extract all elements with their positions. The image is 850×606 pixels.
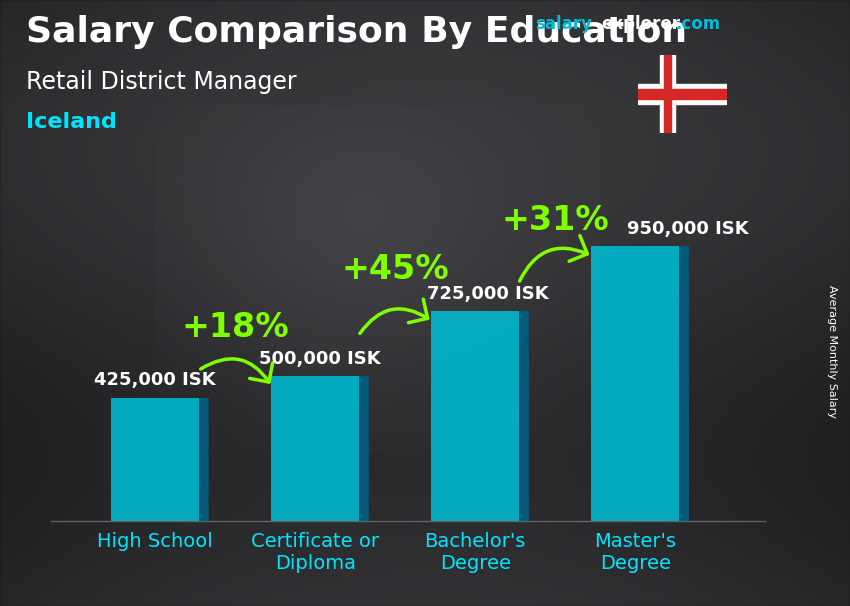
Text: +45%: +45% [342,253,449,287]
Polygon shape [519,311,529,521]
FancyBboxPatch shape [271,376,360,521]
Text: Iceland: Iceland [26,112,116,132]
Polygon shape [199,398,209,521]
FancyBboxPatch shape [111,398,199,521]
Text: Retail District Manager: Retail District Manager [26,70,296,94]
Polygon shape [679,246,689,521]
Polygon shape [360,376,369,521]
Text: .com: .com [676,15,721,33]
FancyArrowPatch shape [360,299,428,333]
FancyBboxPatch shape [431,311,519,521]
Text: salary: salary [536,15,592,33]
FancyArrowPatch shape [519,236,587,281]
Text: 950,000 ISK: 950,000 ISK [627,220,749,238]
Text: 725,000 ISK: 725,000 ISK [428,285,549,303]
Bar [660,55,675,133]
FancyBboxPatch shape [592,246,679,521]
Text: Average Monthly Salary: Average Monthly Salary [827,285,837,418]
Text: Salary Comparison By Education: Salary Comparison By Education [26,15,687,49]
Bar [638,84,727,104]
FancyArrowPatch shape [201,359,273,382]
Bar [638,89,727,99]
Text: explorer: explorer [601,15,680,33]
Bar [664,55,671,133]
Text: +18%: +18% [181,311,289,344]
Text: +31%: +31% [502,204,609,237]
Text: 500,000 ISK: 500,000 ISK [259,350,381,368]
Text: 425,000 ISK: 425,000 ISK [94,371,216,389]
